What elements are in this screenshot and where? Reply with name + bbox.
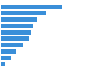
Bar: [1, 56, 11, 60]
Bar: [1, 24, 33, 28]
Bar: [1, 36, 29, 41]
Bar: [1, 62, 5, 66]
Bar: [1, 43, 23, 47]
Bar: [1, 49, 16, 54]
Bar: [1, 30, 31, 35]
Bar: [1, 5, 62, 9]
Bar: [1, 11, 46, 15]
Bar: [1, 17, 37, 22]
